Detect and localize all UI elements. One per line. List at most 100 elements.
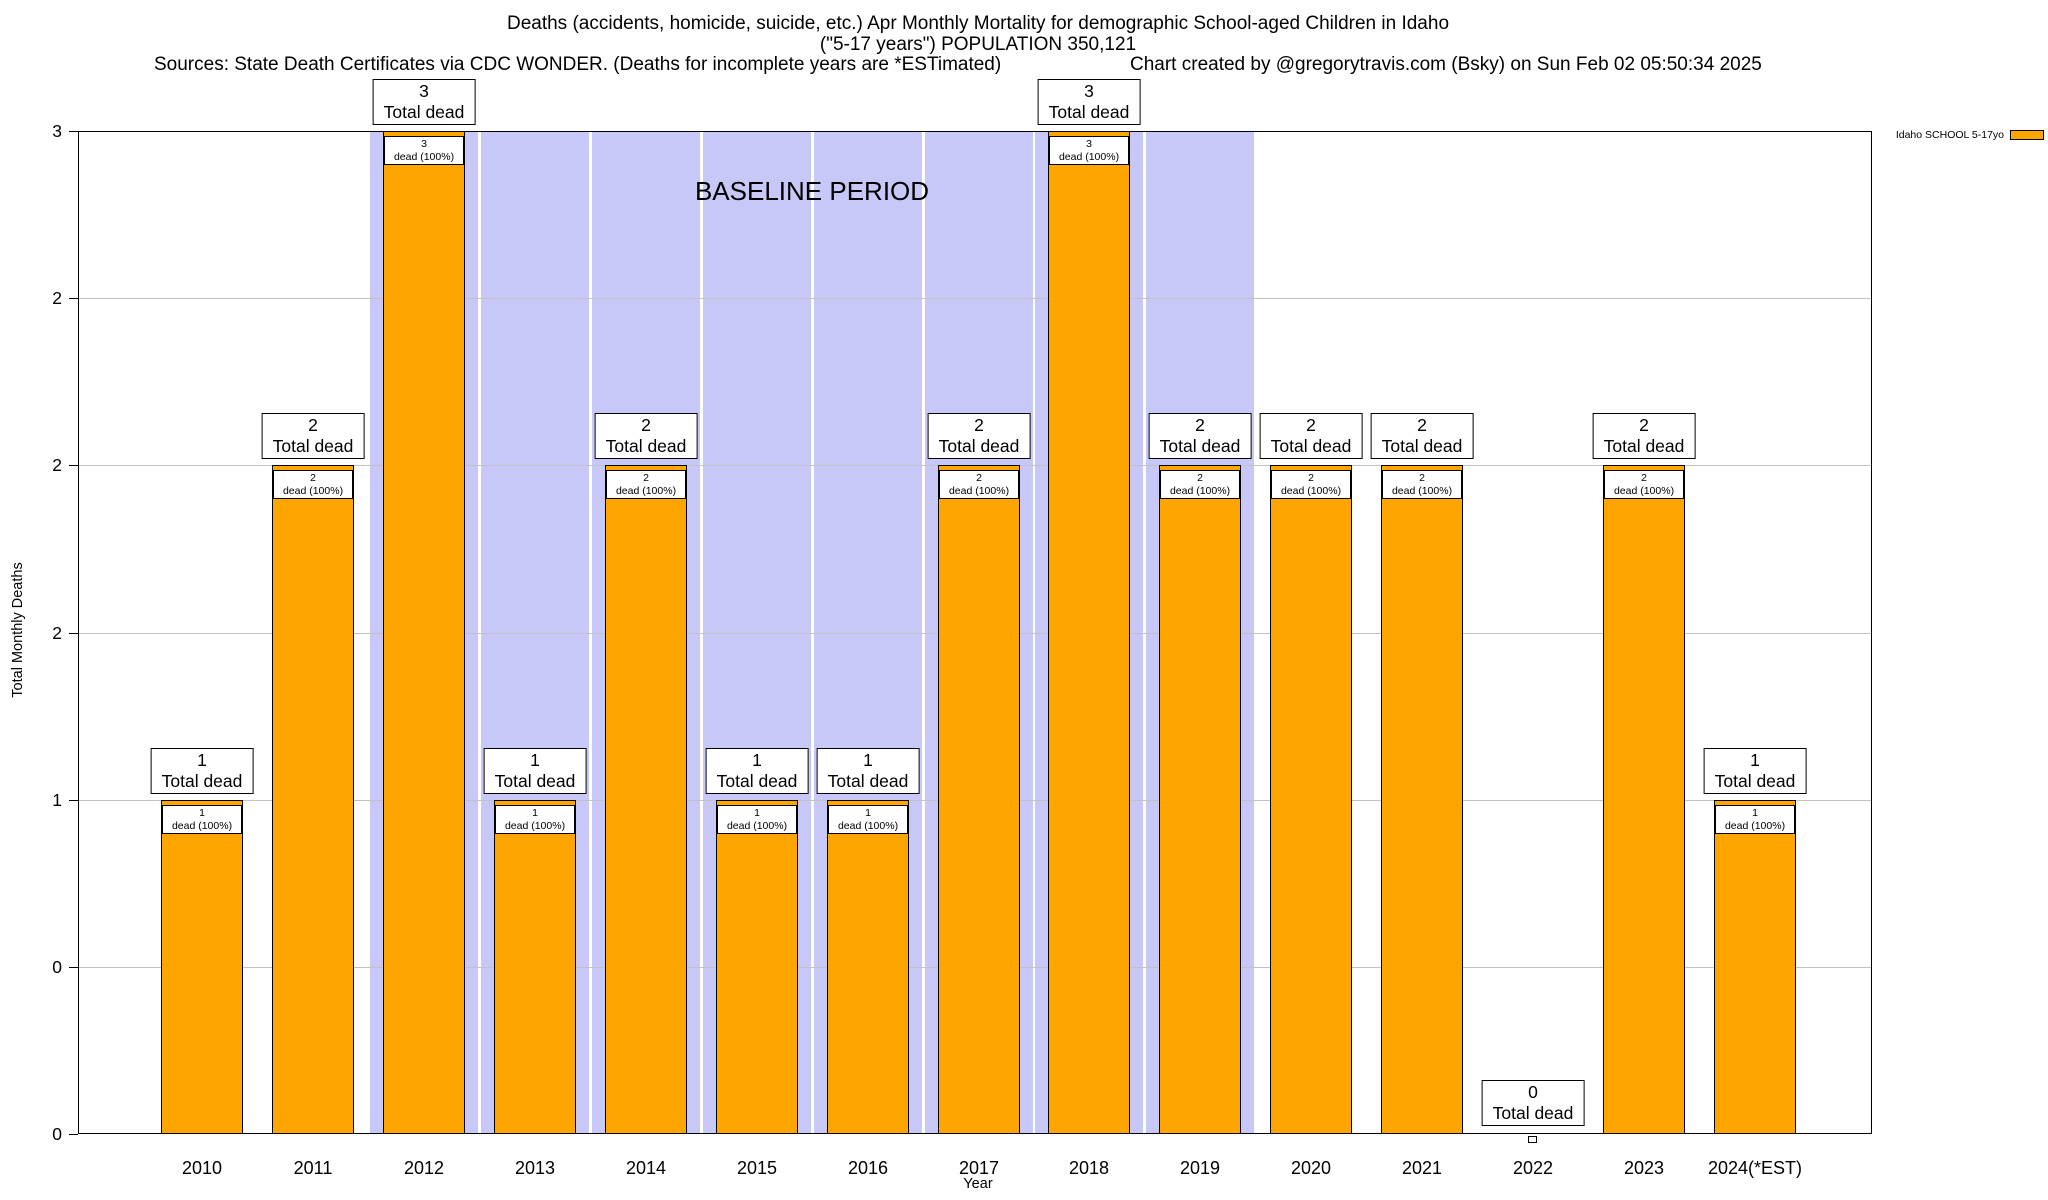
y-tick-label: 2 [52,455,62,475]
bar-2014 [605,465,687,1134]
label-text: dead (100%) [1169,484,1231,497]
bar-total-label: 1 Total dead [705,748,809,794]
label-count: 2 [643,472,649,484]
bar-inner-label: 1 dead (100%) [162,805,242,834]
label-count: 2 [1308,472,1314,484]
label-text: dead (100%) [504,819,566,832]
label-count: 1 [865,807,871,819]
label-text: Total dead [1603,436,1685,456]
x-tick-label: 2010 [181,1158,223,1178]
label-count: 3 [1086,138,1092,150]
label-count: 1 [199,807,205,819]
label-count: 2 [1641,472,1647,484]
label-text: dead (100%) [1724,819,1786,832]
x-tick-label: 2019 [1179,1158,1221,1178]
bar-inner-label: 3 dead (100%) [1049,136,1129,165]
label-text: Total dead [272,436,354,456]
y-tick-label: 2 [52,623,62,643]
label-text: dead (100%) [393,150,455,163]
label-text: dead (100%) [1280,484,1342,497]
x-tick-label: 2016 [847,1158,889,1178]
bar-2012 [383,131,465,1134]
label-count: 1 [754,807,760,819]
label-text: Total dead [1270,436,1352,456]
y-tick [69,800,78,801]
bar-inner-label: 2 dead (100%) [273,470,353,499]
chart-title-line2: ("5-17 years") POPULATION 350,121 [819,33,1137,55]
x-tick-label: 2013 [514,1158,556,1178]
x-tick-label: 2012 [403,1158,445,1178]
label-text: dead (100%) [726,819,788,832]
label-text: dead (100%) [948,484,1010,497]
x-tick-label: 2015 [736,1158,778,1178]
label-text: Total dead [1492,1103,1574,1123]
chart-title-line1: Deaths (accidents, homicide, suicide, et… [506,13,1450,34]
bar-2021 [1381,465,1463,1134]
y-axis-title: Total Monthly Deaths [10,562,26,698]
label-count: 2 [310,472,316,484]
bar-inner-label: 2 dead (100%) [606,470,686,499]
y-tick-label: 3 [52,121,62,141]
bar-2016 [827,800,909,1134]
bar-inner-label: 2 dead (100%) [1382,470,1462,499]
x-tick-label: 2018 [1068,1158,1110,1178]
label-text: dead (100%) [1391,484,1453,497]
x-tick-label: 2014 [625,1158,667,1178]
bar-inner-label: 2 dead (100%) [1604,470,1684,499]
label-count: 1 [1750,750,1760,770]
bar-inner-label: 1 dead (100%) [828,805,908,834]
label-text: dead (100%) [1058,150,1120,163]
label-text: Total dead [605,436,687,456]
label-count: 1 [863,750,873,770]
bar-total-label: 2 Total dead [1592,413,1696,459]
bar-2011 [272,465,354,1134]
bar-total-label: 2 Total dead [927,413,1031,459]
y-tick-label: 0 [52,957,62,977]
label-count: 1 [530,750,540,770]
bar-2015 [716,800,798,1134]
label-text: dead (100%) [171,819,233,832]
label-count: 1 [752,750,762,770]
bar-total-label: 2 Total dead [261,413,365,459]
label-count: 2 [1639,415,1649,435]
baseline-period-label: BASELINE PERIOD [694,176,930,206]
bar-inner-label: 1 dead (100%) [495,805,575,834]
label-count: 2 [1306,415,1316,435]
label-count: 1 [197,750,207,770]
bar-total-label: 1 Total dead [816,748,920,794]
legend-swatch-icon [2010,130,2044,140]
label-count: 2 [1419,472,1425,484]
label-count: 1 [532,807,538,819]
x-tick-label: 2022 [1512,1158,1554,1178]
bar-inner-label: 1 dead (100%) [717,805,797,834]
y-tick-label: 2 [52,288,62,308]
y-tick [69,967,78,968]
label-text: Total dead [1159,436,1241,456]
label-count: 2 [308,415,318,435]
label-text: Total dead [1381,436,1463,456]
bar-inner-label: 2 dead (100%) [1271,470,1351,499]
label-count: 2 [974,415,984,435]
y-tick [69,298,78,299]
label-text: Total dead [1714,771,1796,791]
label-count: 0 [1528,1082,1538,1102]
label-count: 1 [1752,807,1758,819]
bar-2010 [161,800,243,1134]
bar-total-label: 3 Total dead [1037,79,1141,125]
bar-total-label: 2 Total dead [1259,413,1363,459]
bar-total-label: 1 Total dead [1703,748,1807,794]
x-tick-label: 2023 [1623,1158,1665,1178]
y-tick [69,1134,78,1135]
label-text: Total dead [716,771,798,791]
label-text: Total dead [383,102,465,122]
x-tick-label: 2017 [958,1158,1000,1178]
chart-title-line3: Sources: State Death Certificates via CD… [0,54,1956,76]
chart-header: Deaths (accidents, homicide, suicide, et… [0,13,1956,76]
gridline [79,298,1871,299]
y-tick [69,465,78,466]
label-count: 3 [1084,81,1094,101]
x-axis-title: Year [963,1176,993,1192]
bar-2024(*EST) [1714,800,1796,1134]
bar-2023 [1603,465,1685,1134]
